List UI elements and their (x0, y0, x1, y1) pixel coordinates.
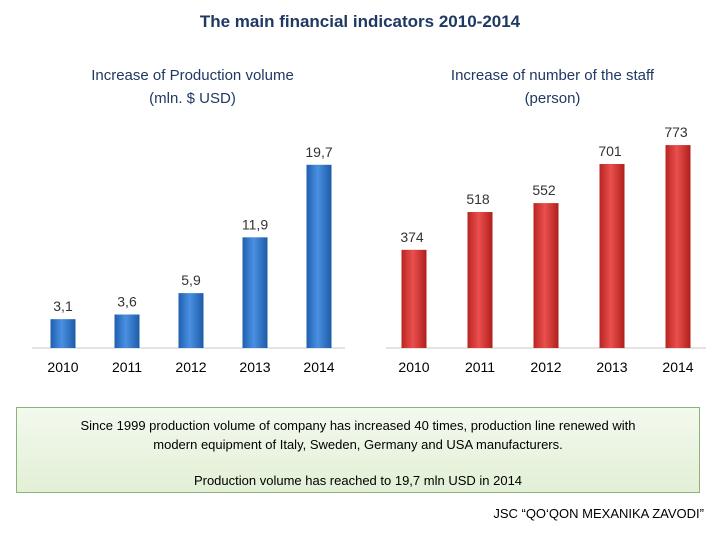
production-x-tick-2012: 2012 (175, 359, 206, 375)
staff-value-label-2011: 518 (466, 191, 490, 207)
production-chart-title-line1: Increase of Production volume (91, 67, 294, 84)
staff-bar-2012 (533, 203, 559, 348)
summary-note-highlight: Production volume has reached to 19,7 ml… (193, 473, 523, 488)
staff-bar-2013 (599, 163, 625, 348)
staff-x-tick-2010: 2010 (398, 359, 429, 375)
production-value-label-2010: 3,1 (53, 298, 73, 314)
staff-chart-title-line2: (person) (524, 90, 581, 107)
production-bar-2010 (50, 319, 76, 348)
staff-value-label-2014: 773 (664, 124, 688, 140)
production-bar-2014 (306, 164, 332, 348)
company-name: JSC “QO‘QON MEXANIKA ZAVODI” (493, 506, 704, 521)
production-value-label-2014: 19,7 (305, 144, 332, 160)
production-value-label-2013: 11,9 (242, 216, 268, 232)
production-bar-2012 (178, 293, 204, 348)
staff-x-tick-2014: 2014 (662, 359, 693, 375)
staff-x-tick-2011: 2011 (465, 359, 495, 375)
production-chart-title-line2: (mln. $ USD) (149, 90, 236, 107)
slide-title: The main financial indicators 2010-2014 (199, 12, 521, 31)
production-value-label-2011: 3,6 (117, 294, 137, 310)
production-x-tick-2010: 2010 (47, 359, 78, 375)
staff-bar-2010 (401, 249, 427, 348)
production-bar-2013 (242, 237, 268, 348)
staff-x-tick-2013: 2013 (596, 359, 627, 375)
staff-value-label-2012: 552 (532, 182, 556, 198)
summary-note: Since 1999 production volume of company … (16, 407, 700, 493)
production-x-tick-2011: 2011 (112, 359, 142, 375)
production-bar-2011 (114, 314, 140, 348)
staff-bar-2014 (665, 145, 691, 348)
staff-chart-title: Increase of number of the staff (person) (385, 64, 720, 110)
production-volume-chart: 3,1 2010 3,6 2011 5,9 2012 11,9 2013 19,7 2014 (32, 144, 345, 375)
production-x-tick-2013: 2013 (239, 359, 270, 375)
staff-value-label-2013: 701 (598, 143, 622, 159)
staff-value-label-2010: 374 (400, 229, 424, 245)
summary-note-line1b: modern equipment of Italy, Sweden, Germa… (153, 437, 563, 452)
staff-x-tick-2012: 2012 (530, 359, 561, 375)
summary-note-line1: Since 1999 production volume of company … (80, 418, 636, 433)
staff-bar-2011 (467, 212, 493, 348)
staff-number-chart: 374 2010 518 2011 552 2012 701 2013 773 2014 (386, 124, 706, 375)
production-chart-title: Increase of Production volume (mln. $ US… (30, 64, 355, 110)
production-x-tick-2014: 2014 (303, 359, 334, 375)
staff-chart-title-line1: Increase of number of the staff (450, 67, 655, 84)
summary-note-text: Since 1999 production volume of company … (27, 416, 689, 454)
production-value-label-2012: 5,9 (181, 272, 201, 288)
